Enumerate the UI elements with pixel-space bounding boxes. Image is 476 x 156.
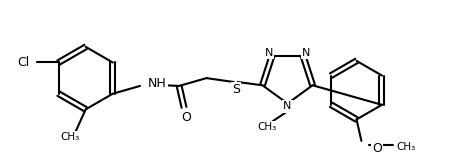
Text: N: N (264, 48, 273, 58)
Text: NH: NH (148, 78, 166, 90)
Text: CH₃: CH₃ (396, 142, 415, 152)
Text: CH₃: CH₃ (60, 132, 79, 142)
Text: CH₃: CH₃ (257, 122, 276, 132)
Text: N: N (301, 48, 309, 58)
Text: S: S (231, 83, 239, 96)
Text: Cl: Cl (17, 56, 30, 69)
Text: N: N (283, 101, 291, 111)
Text: O: O (371, 142, 381, 155)
Text: O: O (181, 111, 190, 124)
